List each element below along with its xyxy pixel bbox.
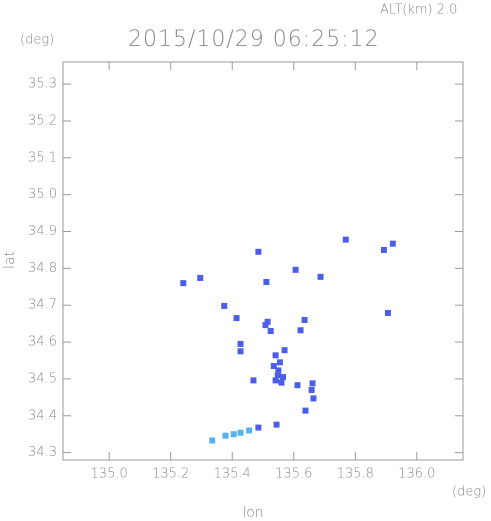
echo-point	[273, 421, 280, 428]
echo-point	[389, 240, 396, 247]
echo-point	[237, 340, 244, 347]
x-tick-label: 135.2	[152, 467, 189, 482]
echo-point	[310, 395, 317, 402]
echo-point	[233, 315, 240, 322]
x-tick-label: 135.6	[275, 467, 312, 482]
echo-point	[276, 359, 283, 366]
echo-point	[317, 273, 324, 280]
echo-point	[250, 377, 257, 384]
echo-point	[380, 246, 387, 253]
plot-frame	[62, 61, 464, 461]
echo-point	[237, 348, 244, 355]
y-tick-label: 35.2	[28, 113, 57, 128]
echo-point	[197, 274, 204, 281]
echo-point	[301, 316, 308, 323]
echo-point	[267, 328, 274, 335]
echo-point	[278, 379, 285, 386]
echo-point	[255, 424, 262, 431]
y-tick-label: 34.4	[28, 408, 57, 423]
echo-point	[263, 279, 270, 286]
echo-point	[222, 432, 229, 439]
y-tick-label: 35.0	[28, 187, 57, 202]
echo-point	[308, 386, 315, 393]
y-tick-label: 34.6	[28, 335, 57, 350]
y-tick-label: 35.1	[28, 150, 57, 165]
echo-point	[342, 236, 349, 243]
y-unit: (deg)	[20, 33, 54, 48]
x-tick-label: 135.8	[337, 467, 374, 482]
echo-point	[302, 407, 309, 414]
echo-point	[264, 318, 271, 325]
echo-point	[221, 302, 228, 309]
y-tick-label: 34.8	[28, 261, 57, 276]
x-tick-label: 136.0	[398, 467, 435, 482]
echo-point	[281, 347, 288, 354]
echo-point	[275, 367, 282, 374]
chart-title: 2015/10/29 06:25:12	[128, 27, 380, 52]
echo-point	[294, 382, 301, 389]
y-tick-label: 34.9	[28, 224, 57, 239]
y-tick-label: 34.7	[28, 298, 57, 313]
y-tick-label: 34.3	[28, 445, 57, 460]
x-tick-label: 135.4	[214, 467, 251, 482]
echo-point	[280, 374, 286, 381]
x-axis-label: lon	[242, 505, 263, 521]
echo-point	[292, 266, 299, 273]
echo-point	[237, 429, 244, 436]
echo-point	[384, 309, 391, 316]
echo-point	[270, 363, 277, 370]
echo-point	[209, 437, 216, 444]
y-tick-label: 34.5	[28, 371, 57, 386]
echo-point	[274, 372, 281, 379]
y-axis-label: lat	[2, 251, 18, 269]
echo-point	[297, 327, 304, 334]
x-tick-label: 135.0	[91, 467, 128, 482]
echo-point	[246, 427, 253, 434]
echo-point	[255, 248, 262, 255]
echo-point	[180, 280, 187, 287]
x-unit: (deg)	[452, 485, 486, 500]
chart-subtitle: ALT(km) 2.0	[380, 3, 457, 18]
echo-point	[272, 377, 279, 384]
echo-point	[272, 352, 279, 359]
y-tick-label: 35.3	[28, 77, 57, 92]
echo-point	[230, 431, 237, 438]
echo-point	[309, 380, 316, 387]
echo-point	[262, 322, 269, 329]
